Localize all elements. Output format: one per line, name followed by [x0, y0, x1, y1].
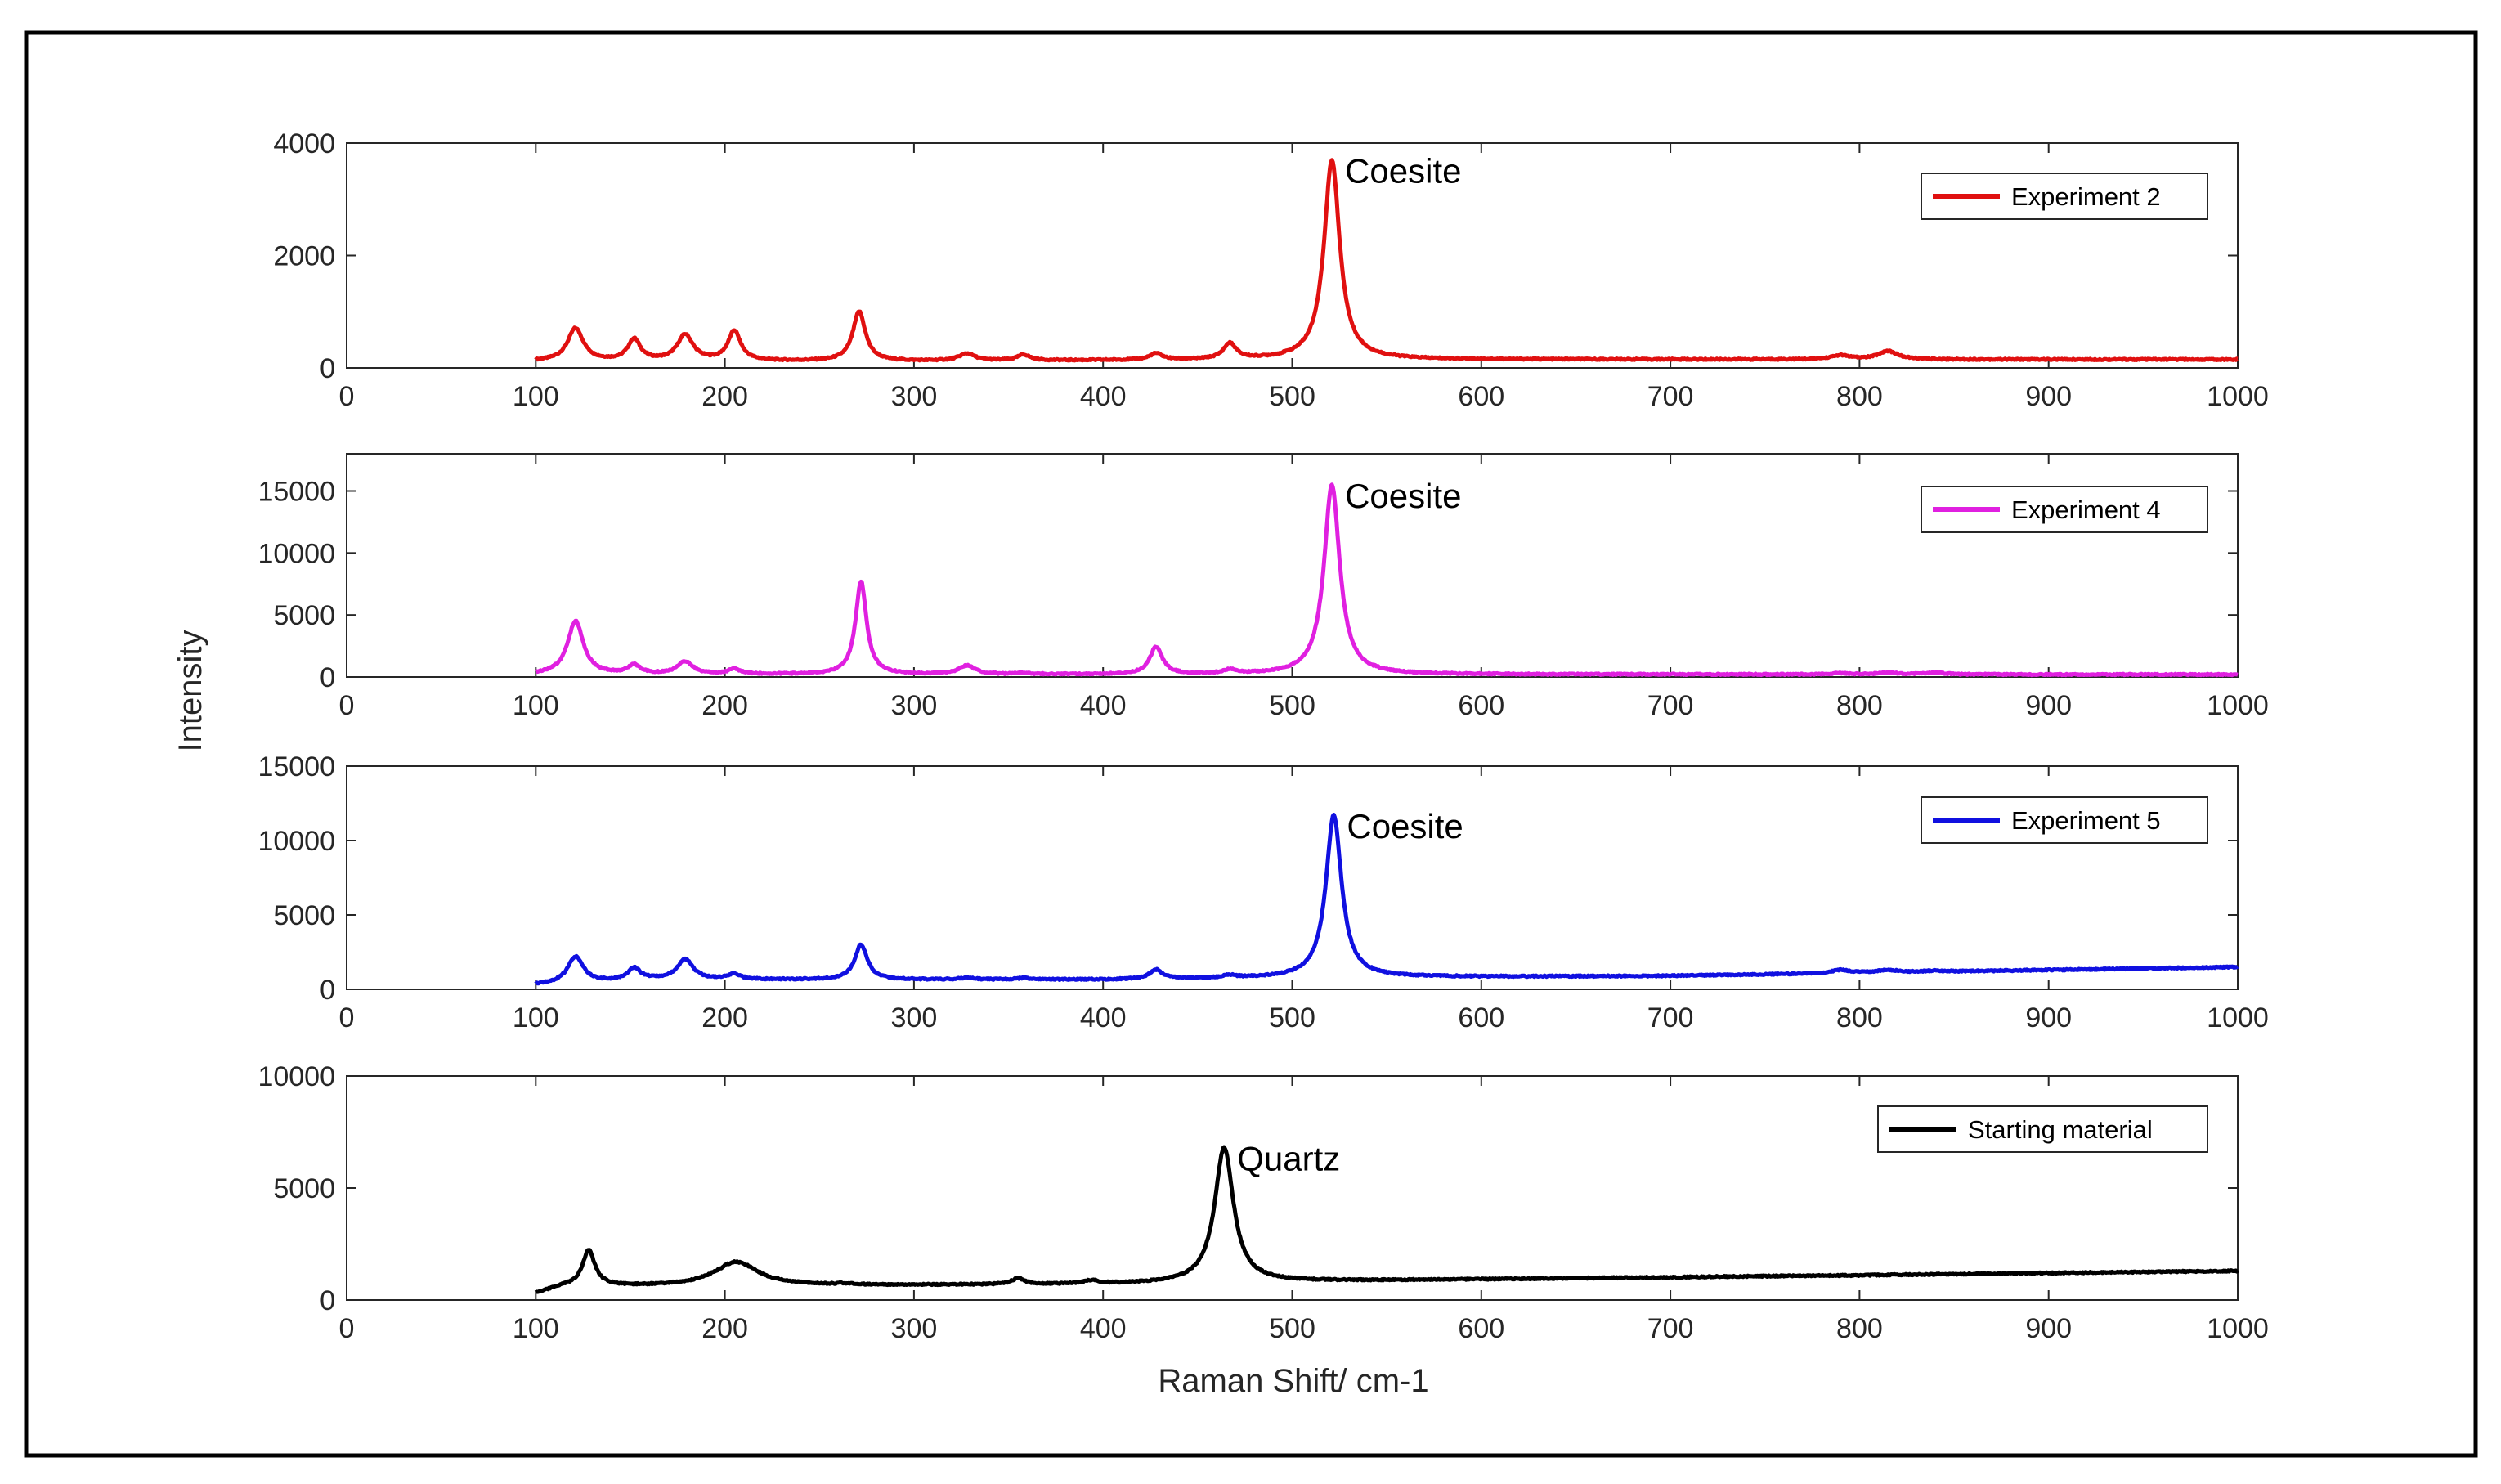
- x-tick-label: 600: [1458, 381, 1504, 412]
- legend-label: Starting material: [1968, 1115, 2153, 1144]
- x-tick-label: 500: [1269, 1002, 1315, 1033]
- x-tick-label: 500: [1269, 1313, 1315, 1344]
- y-axis-label: Intensity: [173, 630, 208, 752]
- spectrum-line: [534, 158, 2239, 363]
- x-tick-label: 900: [2025, 381, 2072, 412]
- x-tick-label: 400: [1080, 1313, 1127, 1344]
- x-tick-label: 600: [1458, 1313, 1504, 1344]
- x-tick-label: 100: [513, 1313, 559, 1344]
- legend: Experiment 2: [1921, 173, 2208, 220]
- x-tick-label: 200: [701, 1002, 748, 1033]
- panel-2: 0 100 200 300 400 500 600 700 800 900 100005000100…: [258, 453, 2269, 721]
- panels: 0 100 200 300 400 500 600 700 800 900 100002000400…: [258, 128, 2268, 1344]
- x-axis-label: Raman Shift/ cm-1: [1158, 1363, 1428, 1399]
- y-tick-label: 5000: [273, 600, 335, 631]
- spectrum-line: [534, 1145, 2239, 1294]
- x-tick-label: 800: [1836, 1313, 1883, 1344]
- x-tick-label: 600: [1458, 1002, 1504, 1033]
- x-tick-label: 300: [891, 1313, 938, 1344]
- x-tick-label: 700: [1647, 1002, 1694, 1033]
- x-tick-label: 700: [1647, 1313, 1694, 1344]
- x-tick-label: 0: [339, 690, 355, 721]
- x-tick-label: 100: [513, 690, 559, 721]
- y-tick-label: 10000: [258, 538, 335, 569]
- x-tick-label: 500: [1269, 690, 1315, 721]
- x-tick-label: 100: [513, 1002, 559, 1033]
- x-tick-label: 400: [1080, 690, 1127, 721]
- x-tick-label: 200: [701, 381, 748, 412]
- x-tick-label: 800: [1836, 381, 1883, 412]
- x-tick-label: 400: [1080, 381, 1127, 412]
- x-tick-label: 900: [2025, 1313, 2072, 1344]
- x-tick-label: 700: [1647, 381, 1694, 412]
- y-tick-label: 5000: [273, 900, 335, 931]
- x-tick-label: 1000: [2207, 690, 2269, 721]
- x-tick-label: 900: [2025, 1002, 2072, 1033]
- y-tick-label: 2000: [273, 241, 335, 272]
- panel-1: 0 100 200 300 400 500 600 700 800 900 1000 0 2000 400…: [273, 128, 2268, 412]
- x-tick-label: 0: [339, 1313, 355, 1344]
- x-tick-label: 400: [1080, 1002, 1127, 1033]
- legend-label: Experiment 5: [2011, 806, 2161, 835]
- y-tick-label: 10000: [258, 826, 335, 857]
- spectrum-line: [534, 482, 2239, 678]
- x-tick-label: 0: [339, 381, 355, 412]
- y-tick-label: 0: [320, 662, 335, 693]
- x-tick-label: 1000: [2207, 1002, 2269, 1033]
- x-tick-label: 300: [891, 381, 938, 412]
- peak-annotation: Coesite: [1345, 152, 1461, 191]
- y-tick-label: 0: [320, 353, 335, 384]
- x-tick-label: 800: [1836, 1002, 1883, 1033]
- peak-annotation: Coesite: [1347, 807, 1463, 845]
- spectrum-line: [534, 813, 2239, 986]
- legend-label: Experiment 2: [2011, 182, 2161, 211]
- x-tick-label: 200: [701, 1313, 748, 1344]
- legend: Starting material: [1877, 1105, 2208, 1153]
- legend: Experiment 5: [1921, 796, 2208, 844]
- legend: Experiment 4: [1921, 486, 2208, 533]
- x-tick-label: 1000: [2207, 1313, 2269, 1344]
- peak-annotation: Coesite: [1345, 477, 1461, 515]
- panel-3: 0 100 200 300 400 500 600 700 800 900 100005000100…: [258, 751, 2268, 1033]
- x-tick-label: 700: [1647, 690, 1694, 721]
- legend-box: [1921, 173, 2208, 220]
- y-tick-label: 0: [320, 1285, 335, 1316]
- y-tick-label: 0: [320, 975, 335, 1006]
- x-tick-label: 600: [1458, 690, 1504, 721]
- y-tick-label: 15000: [258, 751, 335, 782]
- x-tick-label: 300: [891, 1002, 938, 1033]
- peak-annotation: Quartz: [1237, 1140, 1340, 1178]
- legend-label: Experiment 4: [2011, 495, 2161, 524]
- y-tick-label: 5000: [273, 1173, 335, 1204]
- x-tick-label: 800: [1836, 690, 1883, 721]
- x-tick-label: 200: [701, 690, 748, 721]
- x-tick-label: 0: [339, 1002, 355, 1033]
- panel-4: 0 100 200 300 400 500 600 700 800 900 100005000100…: [258, 1061, 2268, 1344]
- x-tick-label: 900: [2025, 690, 2072, 721]
- x-tick-label: 300: [891, 690, 938, 721]
- x-tick-label: 500: [1269, 381, 1315, 412]
- y-tick-label: 10000: [258, 1061, 335, 1092]
- x-tick-label: 100: [513, 381, 559, 412]
- x-tick-label: 1000: [2207, 381, 2269, 412]
- y-tick-label: 4000: [273, 128, 335, 159]
- y-tick-label: 15000: [258, 477, 335, 508]
- figure-frame: [24, 30, 2478, 1458]
